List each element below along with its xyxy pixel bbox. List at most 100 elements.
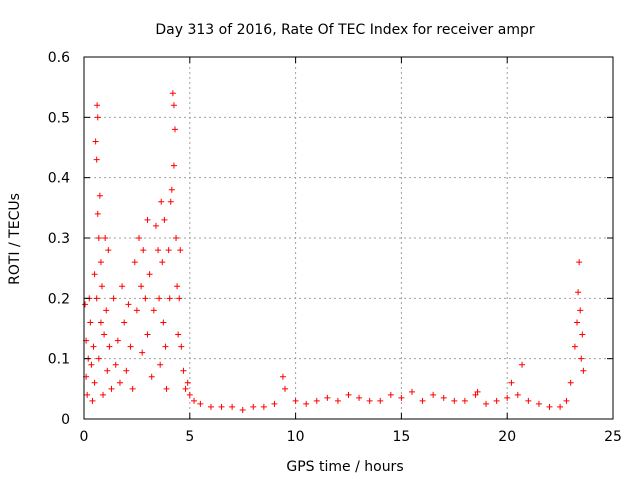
data-point	[174, 283, 181, 290]
data-point	[140, 247, 147, 254]
data-point	[110, 295, 117, 302]
data-point	[155, 247, 162, 254]
data-point	[546, 403, 553, 410]
data-point	[176, 295, 183, 302]
data-point	[182, 385, 189, 392]
grid-lines	[84, 57, 613, 419]
data-point	[156, 295, 163, 302]
data-point	[535, 400, 542, 407]
data-point	[345, 391, 352, 398]
data-point	[577, 307, 584, 314]
data-point	[575, 289, 582, 296]
data-point	[169, 90, 176, 97]
data-point	[95, 355, 102, 362]
data-point	[101, 331, 108, 338]
data-point	[271, 400, 278, 407]
y-tick-label: 0.4	[48, 171, 70, 187]
data-point	[282, 385, 289, 392]
data-point	[144, 216, 151, 223]
data-point	[165, 247, 172, 254]
data-point	[178, 343, 185, 350]
data-point	[578, 355, 585, 362]
data-point	[519, 361, 526, 368]
data-point	[366, 397, 373, 404]
plot-frame	[83, 56, 614, 420]
data-point	[105, 247, 112, 254]
x-tick-labels: 0 5 10 15 20 25	[80, 429, 622, 445]
data-point	[514, 391, 521, 398]
data-point	[133, 307, 140, 314]
data-point	[139, 349, 146, 356]
data-point	[387, 391, 394, 398]
data-point	[525, 397, 532, 404]
data-point	[159, 259, 166, 266]
data-point	[483, 400, 490, 407]
x-tick-label: 20	[498, 429, 516, 445]
data-point	[146, 271, 153, 278]
data-point	[171, 126, 178, 133]
data-point	[170, 162, 177, 169]
data-point	[142, 295, 149, 302]
data-point	[279, 373, 286, 380]
data-point	[508, 379, 515, 386]
data-point	[138, 283, 145, 290]
data-point	[571, 343, 578, 350]
data-point	[229, 403, 236, 410]
data-point	[114, 337, 121, 344]
data-point	[82, 301, 89, 308]
x-tick-label: 10	[287, 429, 305, 445]
data-point	[148, 373, 155, 380]
data-point	[324, 394, 331, 401]
y-tick-label: 0.2	[48, 291, 70, 307]
data-point	[451, 397, 458, 404]
data-point	[152, 222, 159, 229]
data-point	[95, 235, 102, 241]
data-point	[557, 403, 564, 410]
data-point	[313, 397, 320, 404]
data-point	[474, 388, 481, 395]
y-tick-labels: 0 0.1 0.2 0.3 0.4 0.5 0.6	[48, 50, 70, 428]
data-point	[112, 361, 119, 368]
data-point	[567, 379, 574, 386]
data-point	[127, 343, 134, 350]
data-point	[408, 388, 415, 395]
data-point	[461, 397, 468, 404]
data-point	[121, 319, 128, 326]
data-point	[104, 367, 111, 374]
data-point	[377, 397, 384, 404]
data-point	[430, 391, 437, 398]
data-point	[161, 216, 168, 223]
data-point	[563, 397, 570, 404]
x-tick-label: 0	[80, 429, 89, 445]
x-tick-label: 25	[604, 429, 622, 445]
data-point	[163, 385, 170, 392]
data-point	[218, 403, 225, 410]
data-point	[100, 391, 107, 398]
data-point	[574, 319, 581, 326]
data-point	[579, 331, 586, 338]
data-point	[166, 295, 173, 302]
data-points	[82, 90, 587, 413]
data-point	[197, 400, 204, 407]
data-point	[186, 391, 193, 398]
data-point	[97, 259, 104, 266]
data-point	[131, 259, 138, 266]
y-tick-label: 0.3	[48, 231, 70, 247]
data-point	[292, 397, 299, 404]
data-point	[170, 102, 177, 109]
axis-ticks	[83, 56, 614, 420]
data-point	[168, 186, 175, 193]
y-tick-label: 0.1	[48, 352, 70, 368]
data-point	[184, 379, 191, 386]
data-point	[398, 394, 405, 401]
data-point	[167, 198, 174, 205]
data-point	[158, 198, 165, 205]
data-point	[96, 192, 103, 199]
data-point	[94, 102, 101, 109]
data-point	[472, 391, 479, 398]
data-point	[116, 379, 123, 386]
data-point	[180, 367, 187, 374]
data-point	[87, 319, 94, 326]
data-point	[92, 138, 99, 145]
